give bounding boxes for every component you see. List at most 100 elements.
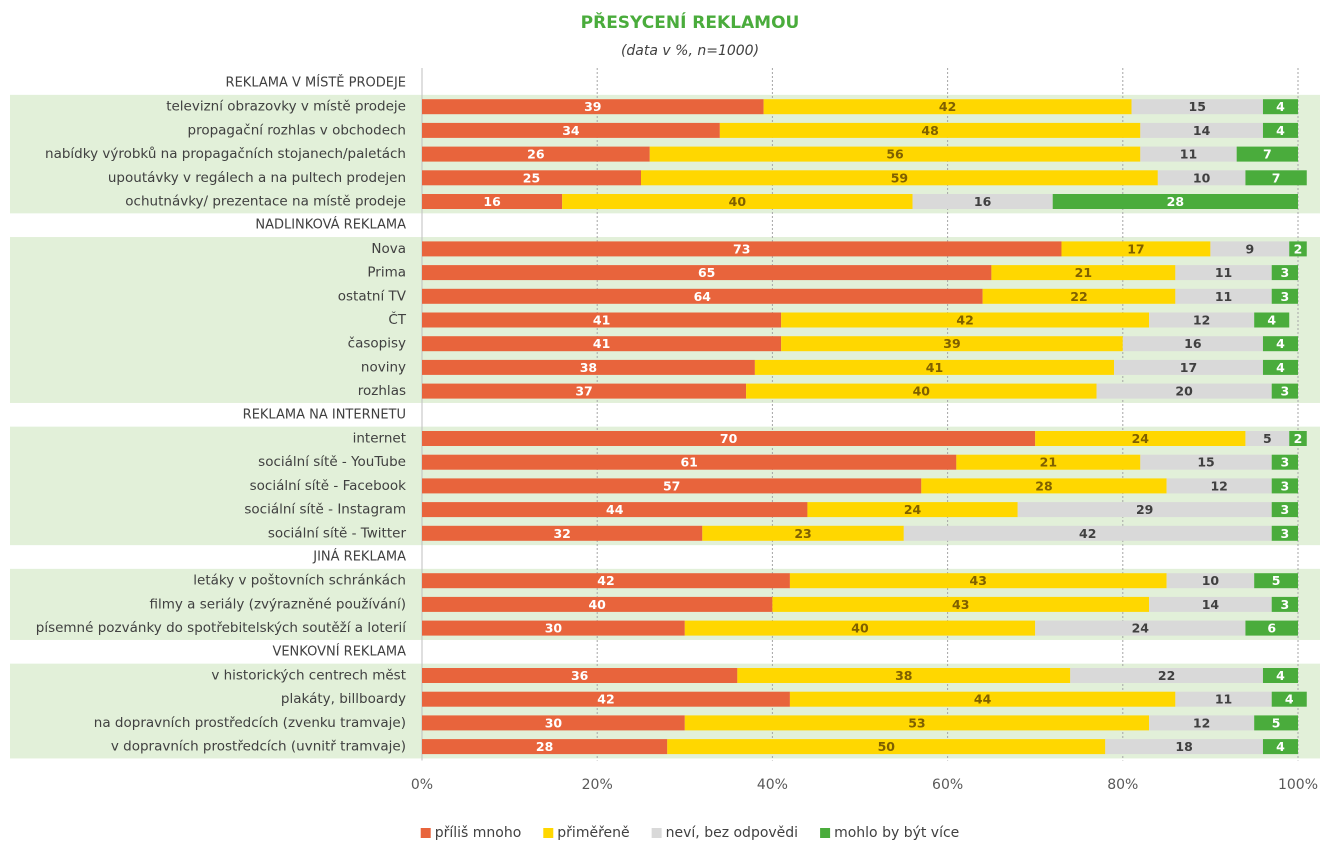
category-label: časopisy xyxy=(348,336,406,352)
bar-segment xyxy=(1131,99,1263,115)
bar-segment xyxy=(1096,383,1272,399)
group-header: REKLAMA V MÍSTĚ PRODEJE xyxy=(226,75,406,91)
data-label: 73 xyxy=(733,241,750,256)
bar-segment xyxy=(1262,739,1298,755)
group-header: NADLINKOVÁ REKLAMA xyxy=(255,217,406,233)
bar-segment xyxy=(763,99,1132,115)
bar-segment xyxy=(781,336,1123,352)
data-label: 28 xyxy=(536,739,553,754)
x-tick-label: 60% xyxy=(932,777,963,793)
data-label: 2 xyxy=(1294,241,1303,256)
bar-segment xyxy=(1271,383,1298,399)
category-label: Nova xyxy=(371,241,406,257)
bar-segment xyxy=(1271,596,1298,612)
data-label: 28 xyxy=(1167,194,1184,209)
legend-swatch xyxy=(820,828,831,838)
data-label: 40 xyxy=(851,621,869,636)
data-label: 50 xyxy=(878,739,896,754)
data-label: 11 xyxy=(1215,692,1232,707)
bar-segment xyxy=(1166,573,1255,589)
bar-segment xyxy=(1035,620,1246,636)
bar-segment xyxy=(422,715,685,731)
bar-segment xyxy=(1262,122,1298,138)
data-label: 3 xyxy=(1281,478,1290,493)
data-label: 32 xyxy=(553,526,570,541)
category-label: noviny xyxy=(361,359,406,375)
bar-segment xyxy=(1149,312,1255,328)
legend-item: neví, bez odpovědi xyxy=(651,825,798,841)
bar-segment xyxy=(1254,573,1298,589)
bar-segment xyxy=(422,525,703,541)
bar-segment xyxy=(649,146,1141,162)
category-label: rozhlas xyxy=(358,383,406,399)
bar-segment xyxy=(422,502,808,518)
data-label: 61 xyxy=(680,455,697,470)
data-label: 42 xyxy=(956,313,973,328)
bar-segment xyxy=(1210,241,1290,257)
bar-segment xyxy=(667,739,1106,755)
bar-segment xyxy=(1245,431,1290,446)
data-label: 34 xyxy=(562,123,580,138)
bar-segment xyxy=(422,620,685,636)
bar-segment xyxy=(737,668,1071,683)
bar-segment xyxy=(1035,431,1246,446)
data-label: 9 xyxy=(1245,241,1254,256)
bar-segment xyxy=(1140,454,1272,470)
bar-segment xyxy=(1070,668,1263,683)
bar-segment xyxy=(1166,478,1272,494)
data-label: 22 xyxy=(1158,668,1175,683)
data-label: 14 xyxy=(1193,123,1211,138)
data-label: 22 xyxy=(1070,289,1087,304)
bar-segment xyxy=(422,668,738,683)
data-label: 6 xyxy=(1267,621,1276,636)
category-label: upoutávky v regálech a na pultech prodej… xyxy=(108,170,406,186)
bar-segment xyxy=(1140,122,1263,138)
group-header: JINÁ REKLAMA xyxy=(312,549,406,565)
bar-segment xyxy=(422,122,720,138)
data-label: 43 xyxy=(970,573,987,588)
bar-segment xyxy=(1262,359,1298,375)
bar-segment xyxy=(807,502,1018,518)
category-label: filmy a seriály (zvýrazněné používání) xyxy=(149,596,406,612)
data-label: 15 xyxy=(1189,99,1206,114)
bar-segment xyxy=(422,312,782,328)
data-label: 21 xyxy=(1040,455,1057,470)
data-label: 15 xyxy=(1197,455,1214,470)
bar-segment xyxy=(1114,359,1263,375)
data-label: 4 xyxy=(1276,123,1285,138)
bar-segment xyxy=(1017,502,1272,518)
category-label: televizní obrazovky v místě prodeje xyxy=(166,99,406,115)
bar-segment xyxy=(422,194,563,209)
bar-segment xyxy=(422,288,983,304)
data-label: 4 xyxy=(1276,99,1285,114)
bar-segment xyxy=(912,194,1053,209)
data-label: 38 xyxy=(580,360,597,375)
bar-segment xyxy=(1254,312,1290,328)
category-label: nabídky výrobků na propagačních stojanec… xyxy=(45,146,406,162)
bar-segment xyxy=(1289,431,1307,446)
x-tick-label: 0% xyxy=(411,777,433,793)
bar-segment xyxy=(422,596,773,612)
data-label: 28 xyxy=(1035,478,1052,493)
bar-segment xyxy=(422,265,992,281)
bar-segment xyxy=(781,312,1150,328)
data-label: 16 xyxy=(974,194,992,209)
x-tick-label: 20% xyxy=(582,777,613,793)
data-label: 44 xyxy=(606,502,624,517)
data-label: 20 xyxy=(1175,384,1193,399)
legend-swatch xyxy=(543,828,554,838)
data-label: 18 xyxy=(1175,739,1192,754)
data-label: 30 xyxy=(545,621,563,636)
category-label: ochutnávky/ prezentace na místě prodeje xyxy=(125,194,406,210)
data-label: 70 xyxy=(720,431,738,446)
data-label: 5 xyxy=(1272,715,1281,730)
data-label: 65 xyxy=(698,265,715,280)
data-label: 17 xyxy=(1127,241,1144,256)
bar-segment xyxy=(422,336,782,352)
legend-label: neví, bez odpovědi xyxy=(666,825,798,841)
legend-item: přiměřeně xyxy=(543,825,630,841)
data-label: 4 xyxy=(1276,668,1285,683)
bar-segment xyxy=(1157,170,1246,186)
bar-segment xyxy=(702,525,904,541)
